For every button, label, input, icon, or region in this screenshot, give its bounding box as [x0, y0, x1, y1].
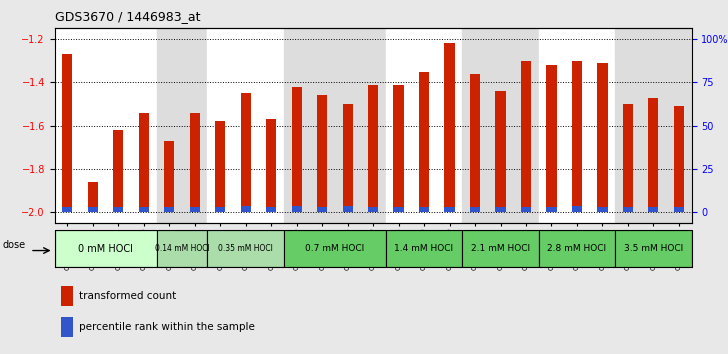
Text: 2.8 mM HOCl: 2.8 mM HOCl: [547, 244, 606, 253]
Text: 0 mM HOCl: 0 mM HOCl: [78, 244, 133, 254]
Bar: [292, 87, 302, 212]
Bar: [215, 121, 226, 212]
Bar: [386, 28, 411, 223]
Polygon shape: [386, 230, 462, 267]
Bar: [521, 61, 531, 212]
Bar: [598, 207, 608, 212]
Bar: [394, 85, 404, 212]
Bar: [411, 28, 437, 223]
Bar: [470, 74, 480, 212]
Text: percentile rank within the sample: percentile rank within the sample: [79, 322, 255, 332]
Polygon shape: [539, 230, 615, 267]
Bar: [666, 28, 692, 223]
Bar: [165, 207, 175, 212]
Text: 0.14 mM HOCl: 0.14 mM HOCl: [154, 244, 210, 253]
Bar: [309, 28, 335, 223]
Polygon shape: [462, 230, 539, 267]
Bar: [343, 104, 353, 212]
Bar: [63, 207, 73, 212]
Bar: [615, 28, 641, 223]
Bar: [233, 28, 258, 223]
Text: 0.7 mM HOCl: 0.7 mM HOCl: [305, 244, 365, 253]
Bar: [241, 206, 250, 212]
Text: 1.4 mM HOCl: 1.4 mM HOCl: [395, 244, 454, 253]
Bar: [598, 63, 608, 212]
Bar: [394, 207, 404, 212]
Bar: [215, 207, 226, 212]
Bar: [496, 207, 506, 212]
Bar: [368, 207, 379, 212]
Bar: [674, 106, 684, 212]
Bar: [292, 206, 302, 212]
Bar: [131, 28, 157, 223]
Bar: [284, 28, 309, 223]
Bar: [445, 207, 455, 212]
Bar: [572, 206, 582, 212]
Bar: [368, 85, 379, 212]
Bar: [317, 95, 328, 212]
Text: 3.5 mM HOCl: 3.5 mM HOCl: [624, 244, 683, 253]
Bar: [61, 286, 73, 306]
Bar: [139, 113, 149, 212]
Bar: [114, 130, 124, 212]
Bar: [496, 91, 506, 212]
Bar: [360, 28, 386, 223]
Bar: [470, 207, 480, 212]
Bar: [207, 28, 233, 223]
Bar: [317, 207, 328, 212]
Bar: [335, 28, 360, 223]
Bar: [539, 28, 564, 223]
Bar: [80, 28, 106, 223]
Bar: [63, 54, 73, 212]
Text: 2.1 mM HOCl: 2.1 mM HOCl: [471, 244, 530, 253]
Bar: [343, 206, 353, 212]
Bar: [564, 28, 590, 223]
Bar: [649, 98, 659, 212]
Bar: [623, 207, 633, 212]
Bar: [241, 93, 250, 212]
Bar: [88, 182, 98, 212]
Bar: [572, 61, 582, 212]
Bar: [419, 207, 430, 212]
Bar: [114, 207, 124, 212]
Bar: [623, 104, 633, 212]
Bar: [513, 28, 539, 223]
Text: 0.35 mM HOCl: 0.35 mM HOCl: [218, 244, 273, 253]
Bar: [165, 141, 175, 212]
Bar: [437, 28, 462, 223]
Bar: [649, 207, 659, 212]
Bar: [641, 28, 666, 223]
Polygon shape: [55, 230, 157, 267]
Text: GDS3670 / 1446983_at: GDS3670 / 1446983_at: [55, 10, 200, 23]
Bar: [189, 113, 199, 212]
Bar: [419, 72, 430, 212]
Bar: [547, 65, 557, 212]
Polygon shape: [207, 230, 284, 267]
Bar: [88, 207, 98, 212]
Bar: [106, 28, 131, 223]
Bar: [157, 28, 182, 223]
Bar: [590, 28, 615, 223]
Text: dose: dose: [3, 240, 26, 250]
Bar: [182, 28, 207, 223]
Polygon shape: [284, 230, 386, 267]
Bar: [547, 207, 557, 212]
Bar: [55, 28, 80, 223]
Polygon shape: [615, 230, 692, 267]
Text: transformed count: transformed count: [79, 291, 176, 301]
Bar: [61, 317, 73, 337]
Bar: [258, 28, 284, 223]
Bar: [674, 207, 684, 212]
Bar: [445, 44, 455, 212]
Bar: [488, 28, 513, 223]
Bar: [139, 207, 149, 212]
Bar: [521, 207, 531, 212]
Bar: [189, 207, 199, 212]
Bar: [462, 28, 488, 223]
Polygon shape: [157, 230, 207, 267]
Bar: [266, 119, 277, 212]
Bar: [266, 207, 277, 212]
